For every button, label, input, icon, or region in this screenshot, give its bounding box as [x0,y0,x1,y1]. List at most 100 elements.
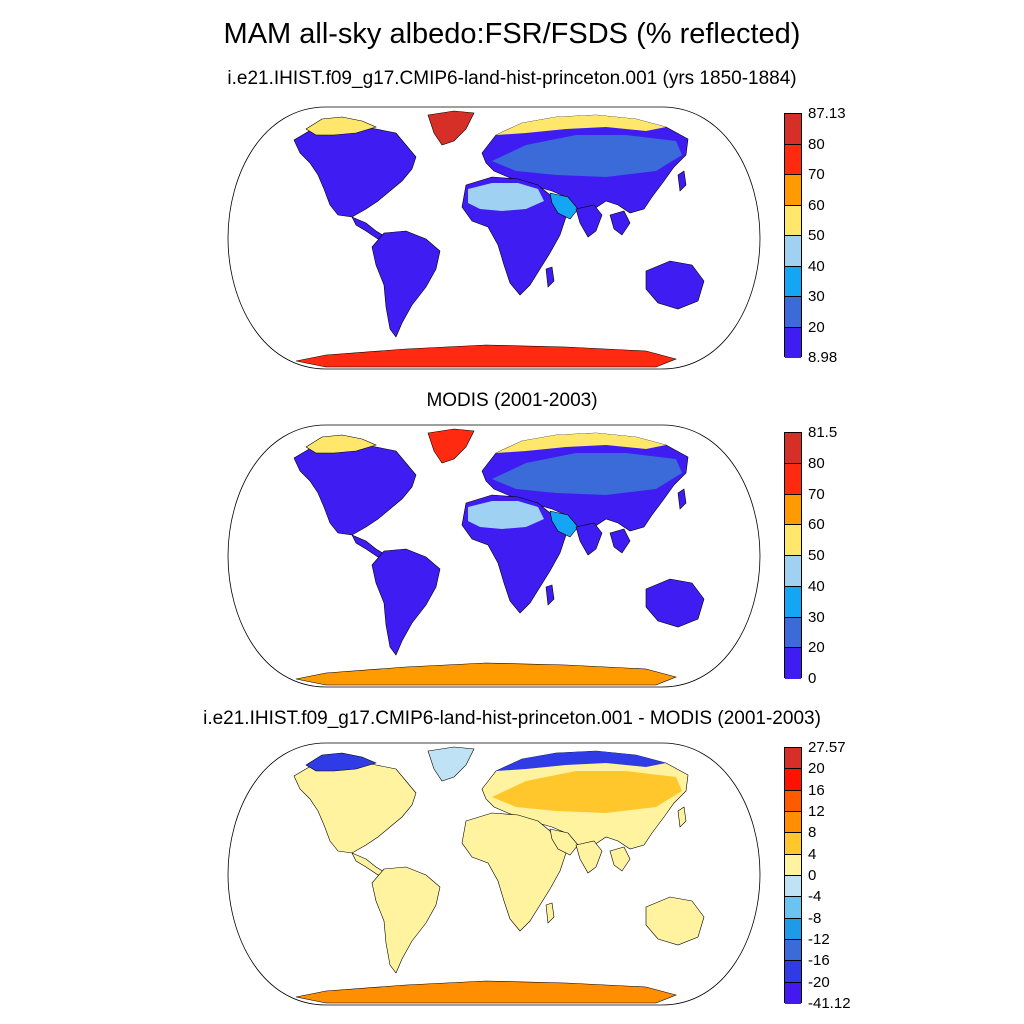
panel-2-antarctica [295,662,677,686]
panel-1-colorbar-label: 80 [808,135,825,153]
panel-3-south-america [371,866,441,974]
panel-3-colorbar-label: 27.57 [808,739,846,756]
panel-1-greenland [427,110,475,146]
panel-3-colorbar-swatch [785,811,801,834]
panel-1-colorbar-label: 30 [808,288,825,305]
panel-1-colorbar-label: 50 [808,227,825,244]
panel-1-colorbar-swatch [785,205,801,236]
panel-2-colorbar-swatch [785,586,801,618]
panel-2-colorbar-label: 0 [808,670,817,687]
panel-1-colorbar-swatch [785,297,801,328]
panel-2-japan [677,488,687,510]
panel-3-arabia [549,828,579,856]
panel-2-colorbar-swatch [785,463,801,495]
panel-3-colorbar-swatch [785,833,801,855]
panel-3-colorbar-swatch [785,748,801,770]
panel-3-australia [645,896,705,946]
panel-3-madagascar [545,902,555,924]
panel-2-north-america [293,440,417,536]
panel-2-colorbar-swatch [785,617,801,649]
panel-2-colorbar-swatch [785,556,801,587]
panel-2-southeast-asia [609,528,631,554]
panel-2-colorbar-label: 40 [808,577,825,595]
panel-2-colorbar-swatch [785,648,801,679]
panel-3-colorbar-label: -41.12 [808,995,851,1012]
panel-2-colorbar-swatch [785,433,801,464]
panel-3-colorbar-label: 20 [808,760,825,778]
panel-3-colorbar-swatch [785,897,801,919]
panel-1-colorbar-bar [784,113,802,358]
panel-3-colorbar-label: 12 [808,803,825,820]
panel-3-map [227,742,761,1006]
panel-2-colorbar-label: 50 [808,547,825,564]
panel-2-title: MODIS (2001-2003) [426,390,598,411]
panel-1-colorbar-label: 8.98 [808,349,838,366]
panel-1-southeast-asia [609,210,631,236]
panel-3-colorbar-swatch [785,875,801,898]
panel-3-antarctica [295,980,677,1004]
panel-3-colorbar-bar [784,747,802,1004]
panel-2-colorbar-swatch [785,525,801,556]
panel-3-colorbar-label: 4 [808,845,817,863]
panel-3-colorbar-swatch [785,982,801,1004]
panel-2-colorbar-label: 60 [808,516,825,534]
panel-3-colorbar-label: -16 [808,952,830,970]
panel-3-arctic-coast [496,751,666,771]
panel-3-colorbar-swatch [785,790,801,812]
panel-3-title: i.e21.IHIST.f09_g17.CMIP6-land-hist-prin… [203,708,821,729]
panel-1-south-america [371,230,441,338]
panel-3-colorbar-label: 8 [808,824,817,842]
panel-1-colorbar-swatch [785,327,801,358]
panel-1-arctic-canada [305,116,377,136]
panel-3-southeast-asia [609,846,631,872]
panel-3-colorbar-label: -12 [808,931,830,948]
panel-3-colorbar-label: 0 [808,867,817,884]
panel-1-arctic-coast [496,115,666,135]
panel-3-colorbar-label: -20 [808,973,830,991]
panel-1-colorbar-label: 60 [808,196,825,214]
panel-3-colorbar-swatch [785,918,801,940]
panel-1-sahara [468,183,544,211]
panel-1-north-america [293,122,417,218]
panel-1-japan [677,170,687,192]
panel-2-colorbar-label: 80 [808,454,825,472]
panel-3-japan [677,806,687,828]
panel-1-india [575,204,603,238]
panel-3-greenland [427,746,475,782]
panel-3-boreal-eurasia [492,771,682,813]
figure-title: MAM all-sky albedo:FSR/FSDS (% reflected… [223,18,801,50]
panel-2-colorbar-label: 70 [808,485,825,503]
panel-2-greenland [427,428,475,464]
panel-3-colorbar-label: -8 [808,909,822,927]
panel-2-madagascar [545,584,555,606]
panel-1-title: i.e21.IHIST.f09_g17.CMIP6-land-hist-prin… [227,68,797,89]
panel-2-colorbar-label: 20 [808,639,825,657]
panel-2-map [227,424,761,688]
panel-1-antarctica [295,344,677,368]
panel-3-colorbar-swatch [785,939,801,962]
panel-2-colorbar-bar [784,432,802,679]
panel-1-colorbar-label: 20 [808,318,825,336]
panel-2-india [575,522,603,556]
panel-1-map [227,106,761,370]
panel-3-colorbar-label: 16 [808,781,825,799]
panel-2-arctic-coast [496,433,666,453]
panel-1-madagascar [545,266,555,288]
panel-1-arabia [549,192,579,220]
panel-3-colorbar-swatch [785,769,801,791]
panel-2-australia [645,578,705,628]
panel-1-colorbar-swatch [785,114,801,145]
panel-2-arctic-canada [305,434,377,454]
panel-3-india [575,840,603,874]
panel-1-colorbar-label: 87.13 [808,105,846,122]
panel-3-colorbar-swatch [785,854,801,876]
panel-3-north-america [293,758,417,854]
panel-1-colorbar-swatch [785,236,801,267]
panel-1-colorbar-label: 70 [808,166,825,183]
panel-3-sahara [468,819,544,847]
panel-3-colorbar-swatch [785,961,801,983]
panel-2-colorbar-label: 30 [808,608,825,626]
panel-2-south-america [371,548,441,656]
panel-1-colorbar-label: 40 [808,257,825,275]
panel-2-colorbar-swatch [785,494,801,526]
